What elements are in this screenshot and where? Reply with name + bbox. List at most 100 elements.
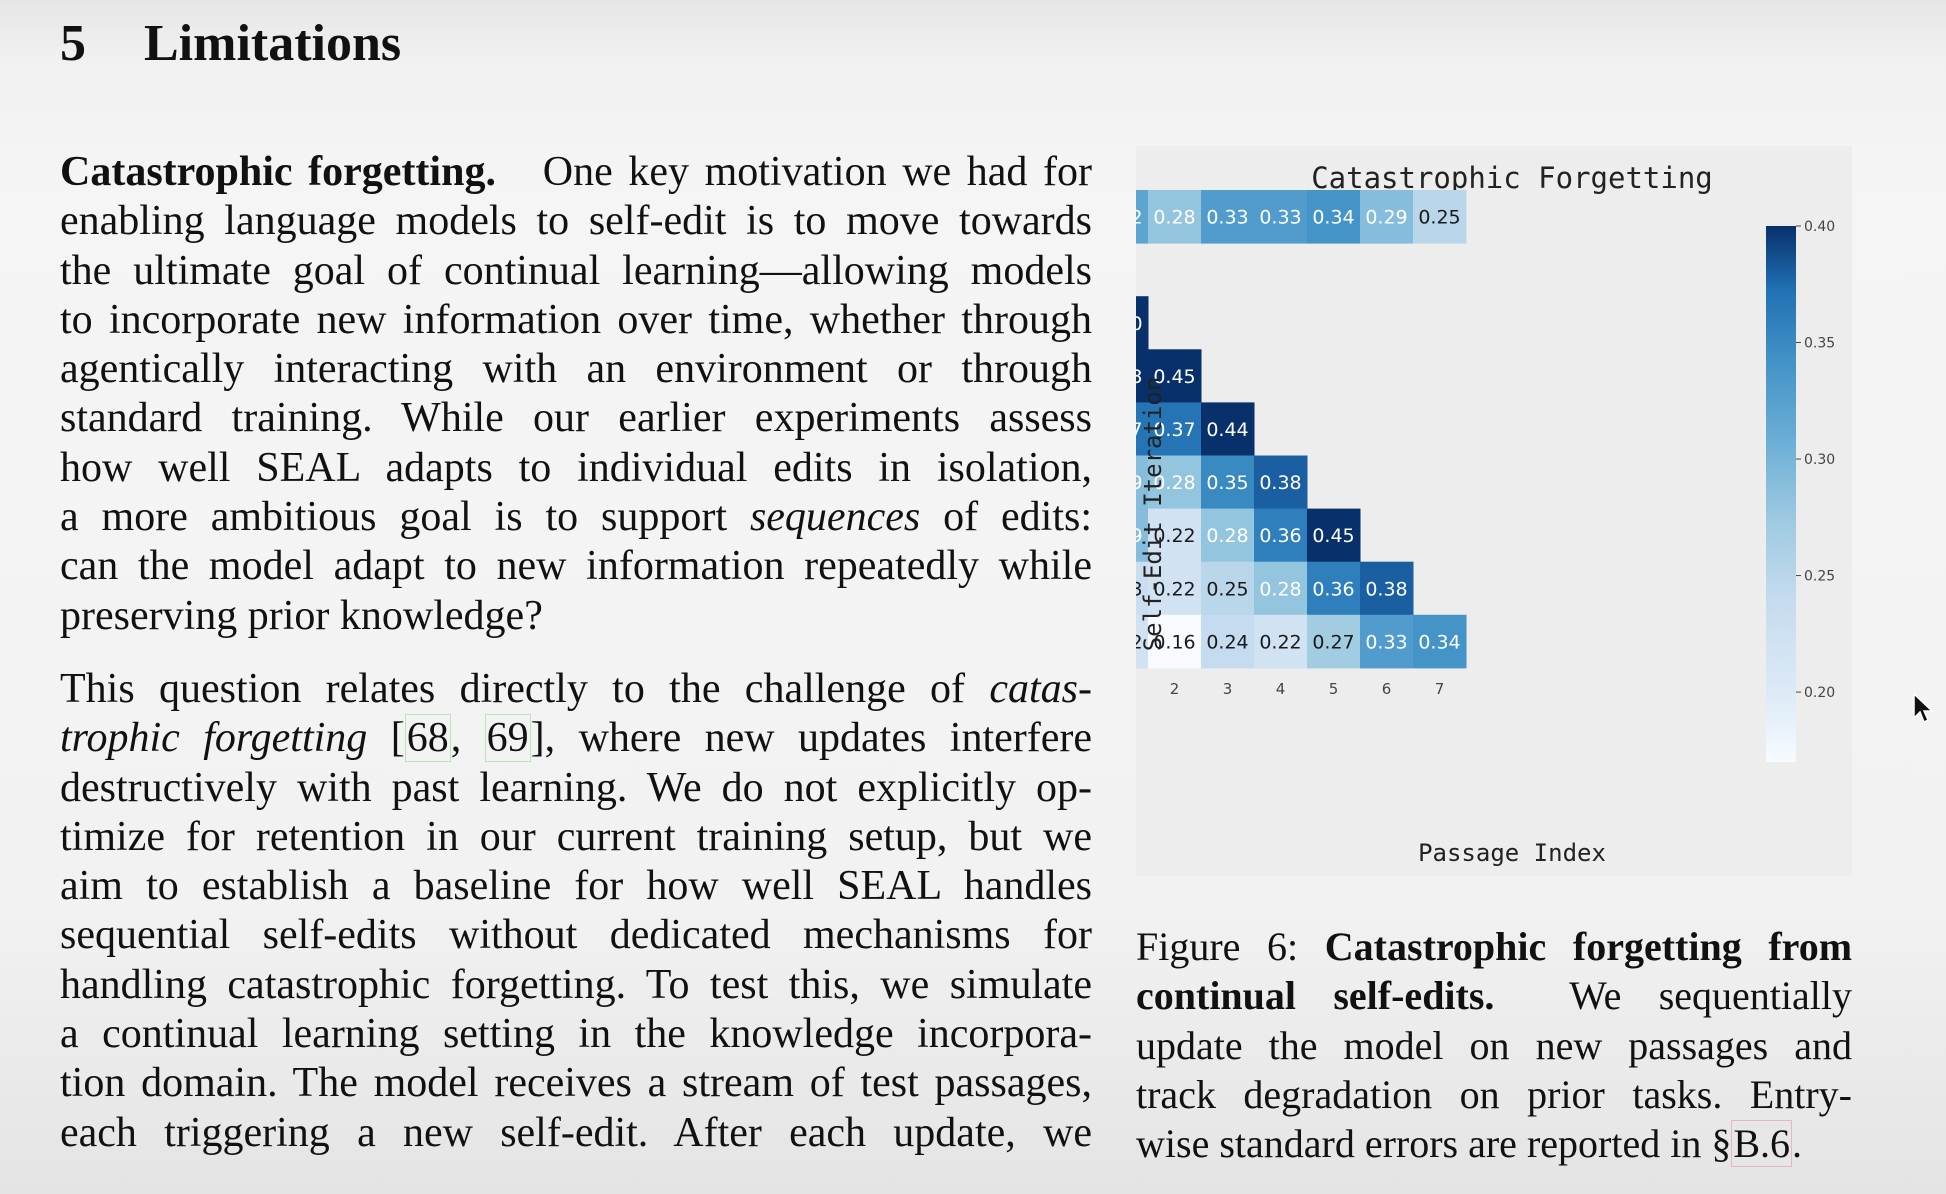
text-line: agentically interacting with an environm… <box>60 346 1092 393</box>
heatmap-cell <box>1413 614 1467 669</box>
heatmap-cell-value: 0.35 <box>1206 472 1248 494</box>
caption-prefix: Figure 6: <box>1136 924 1299 969</box>
heatmap-cell-value: 0.29 <box>1365 207 1407 229</box>
text-line: how well SEAL adapts to individual edits… <box>60 444 1092 491</box>
paragraph-catastrophic-forgetting: Catastrophic forgetting. One key motivat… <box>60 148 1092 641</box>
x-tick-label: 6 <box>1382 680 1392 698</box>
caption-title: Catastrophic forgetting from <box>1324 924 1853 969</box>
section-heading: 5 Limitations <box>60 12 401 76</box>
paragraph-forgetting-question: This question relates directly to the ch… <box>60 665 1092 1158</box>
heatmap-cell <box>1136 296 1149 350</box>
emphasis-catastrophic: catas- <box>989 665 1093 712</box>
citation-link-68[interactable]: 68 <box>404 714 451 763</box>
text-line: a more ambitious goal is to support sequ… <box>60 493 1092 542</box>
heatmap-cell-value: 0.29 <box>1136 525 1143 547</box>
heatmap-cell-value: 0.22 <box>1136 631 1143 653</box>
heatmap-cell-value: 0.45 <box>1312 525 1354 547</box>
heatmap-cell <box>1201 455 1255 510</box>
heatmap-cell <box>1136 402 1149 456</box>
colorbar-tick-label: 0.30 <box>1804 452 1835 468</box>
heatmap-chart: Catastrophic Forgetting 0.330.320.280.33… <box>1136 161 1835 867</box>
caption-line: track degradation on prior tasks. Entry- <box>1136 1071 1852 1117</box>
heatmap-cell <box>1307 561 1361 616</box>
section-number: 5 <box>60 15 86 72</box>
y-axis-label: Self-Edit Iteration <box>1139 377 1167 652</box>
heatmap-cell <box>1360 190 1414 244</box>
emphasis-forgetting: trophic forgetting <box>60 715 368 762</box>
heatmap-cell <box>1148 402 1202 456</box>
heatmap-cell-value: 0.38 <box>1365 578 1407 600</box>
heatmap-cell <box>1201 614 1255 669</box>
heatmap-cell <box>1201 561 1255 616</box>
text-line: trophic forgetting [68, 69], where new u… <box>60 714 1092 763</box>
text-line-content: This question relates directly to the ch… <box>60 665 966 712</box>
text-line: sequential self-edits without dedicated … <box>60 912 1092 959</box>
colorbar-tick-label: 0.40 <box>1804 219 1835 235</box>
colorbar <box>1766 226 1796 762</box>
heatmap-cell-value: 0.23 <box>1136 578 1143 600</box>
text-line: each triggering a new self-edit. After e… <box>60 1109 1092 1156</box>
body-text: Catastrophic forgetting. One key motivat… <box>60 148 1092 1158</box>
heatmap-cell <box>1254 561 1308 616</box>
x-tick-label: 2 <box>1170 680 1180 698</box>
heatmap-cell <box>1360 614 1414 669</box>
heatmap-cell-value: 0.25 <box>1418 207 1460 229</box>
heatmap-cell <box>1136 190 1149 244</box>
colorbar-tick-label: 0.20 <box>1804 685 1835 701</box>
heatmap-cell <box>1201 508 1255 563</box>
heatmap-cell <box>1148 455 1202 510</box>
text-line: This question relates directly to the ch… <box>60 665 1092 714</box>
figure-heatmap: Catastrophic Forgetting 0.330.320.280.33… <box>1136 146 1852 876</box>
heatmap-cell <box>1136 508 1149 563</box>
heatmap-cell <box>1307 508 1361 563</box>
heatmap-cell-value: 0.45 <box>1153 366 1195 388</box>
heatmap-cell <box>1136 455 1149 510</box>
caption-line: wise standard errors are reported in §B.… <box>1136 1119 1852 1168</box>
heatmap-cell-value: 0.33 <box>1206 207 1248 229</box>
heatmap-cell-value: 0.28 <box>1153 207 1195 229</box>
x-tick-label: 7 <box>1435 680 1445 698</box>
caption-text: We sequentially <box>1569 973 1852 1019</box>
heatmap-cell-value: 0.43 <box>1136 366 1143 388</box>
text-line: a continual learning setting in the know… <box>60 1011 1092 1058</box>
mouse-cursor-icon <box>1913 692 1934 724</box>
heatmap-cell-value: 0.16 <box>1153 631 1195 653</box>
x-tick-label: 5 <box>1329 680 1339 698</box>
x-tick-label: 3 <box>1223 680 1233 698</box>
paragraph-lead: Catastrophic forgetting. <box>60 149 496 195</box>
heatmap-cell-value: 0.34 <box>1312 207 1354 229</box>
heatmap-cell <box>1136 561 1149 616</box>
heatmap-cell-value: 0.25 <box>1206 578 1248 600</box>
text-line: aim to establish a baseline for how well… <box>60 863 1092 910</box>
heatmap-cell <box>1148 614 1202 669</box>
heatmap-cell-value: 0.28 <box>1206 525 1248 547</box>
heatmap-cell-value: 0.33 <box>1259 207 1301 229</box>
section-link-b6[interactable]: B.6 <box>1731 1120 1792 1168</box>
heatmap-cell <box>1360 561 1414 616</box>
text-line: enabling language models to self-edit is… <box>60 198 1092 245</box>
heatmap-cell <box>1201 190 1255 244</box>
text-line-content: a more ambitious goal is to support <box>60 494 728 541</box>
x-tick-label: 4 <box>1276 680 1286 698</box>
text-line: tion domain. The model receives a stream… <box>60 1060 1092 1107</box>
heatmap-cell-value: 0.37 <box>1153 419 1195 441</box>
heatmap-cell-value: 0.29 <box>1136 472 1143 494</box>
heatmap-cell <box>1201 402 1255 456</box>
heatmap-cell-value: 0.38 <box>1259 472 1301 494</box>
heatmap-cell <box>1148 349 1202 403</box>
emphasis-sequences: sequences <box>749 494 921 541</box>
heatmap-cell-value: 0.27 <box>1312 631 1354 653</box>
heatmap-cell-value: 0.34 <box>1418 631 1460 653</box>
text-line: timize for retention in our current trai… <box>60 813 1092 860</box>
heatmap-cell <box>1148 508 1202 563</box>
caption-line: Figure 6: Catastrophic forgetting from <box>1136 922 1852 971</box>
heatmap-cell-value: 0.28 <box>1259 578 1301 600</box>
heatmap-cell-value: 0.33 <box>1365 631 1407 653</box>
text-line: destructively with past learning. We do … <box>60 764 1092 811</box>
heatmap-cell <box>1307 190 1361 244</box>
citation-link-69[interactable]: 69 <box>484 714 531 763</box>
text-line: handling catastrophic forgetting. To tes… <box>60 961 1092 1008</box>
caption-text: . <box>1792 1121 1802 1167</box>
text-line: preserving prior knowledge? <box>60 592 543 639</box>
caption-line: continual self-edits. We sequentially <box>1136 971 1852 1020</box>
